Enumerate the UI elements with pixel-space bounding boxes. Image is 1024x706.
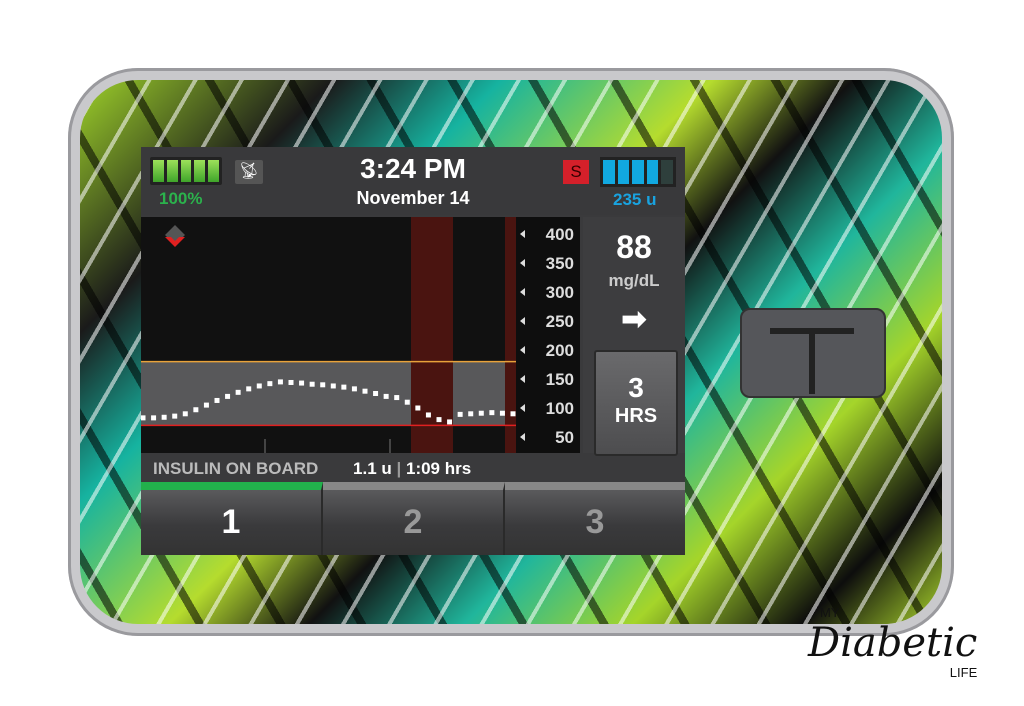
alert-band [411,217,453,453]
cgm-reading-dot [320,382,326,388]
cgm-panel: 88 mg/dL ➡︎ 3 HRS [583,217,685,456]
cgm-reading-dot [299,380,305,386]
logo-bottom: LIFE [949,665,978,680]
cgm-reading-dot [214,397,220,403]
arrow-right-icon: ➡︎ [621,303,647,336]
alert-band [505,217,516,453]
cgm-reading-dot [161,414,167,420]
cgm-reading-dot [330,383,336,389]
glucose-value: 88 [616,229,652,265]
y-tick-label: 300 [546,283,574,302]
status-bar: 100% 📡︎ 3:24 PM November 14 S 235 u [141,147,685,215]
target-range-band [141,361,516,426]
cgm-reading-dot [373,391,379,396]
y-axis-bg [516,217,580,453]
cgm-reading-dot [499,410,505,416]
cgm-reading-dot [256,383,262,389]
range-unit: HRS [614,405,658,427]
brand-logo: MY Diabetic LIFE [808,606,977,680]
tab-2[interactable]: 2 [323,482,505,555]
cgm-reading-dot [246,386,252,392]
cgm-reading-dot [172,413,178,419]
iob-units: 1.1 u [353,459,392,478]
tab-1[interactable]: 1 [141,482,323,555]
cgm-reading-dot [288,379,294,385]
iob-label: INSULIN ON BOARD [153,459,319,478]
cgm-reading-dot [362,388,368,394]
cgm-sensor-badge: S [563,160,589,184]
y-tick-marker [520,433,525,441]
cgm-reading-dot [225,393,231,399]
cgm-chart[interactable]: 400 350 300 250 200 150 100 50 [141,217,580,453]
insulin-units: 235 u [613,190,657,209]
cgm-reading-dot [436,417,442,423]
y-tick-label: 100 [546,399,574,418]
battery-icon [150,157,222,185]
cgm-reading-dot [235,389,241,395]
glucose-unit: mg/dL [608,271,660,290]
y-tick-label: 150 [546,370,574,389]
y-tick-marker [520,317,525,325]
graph-range-button[interactable]: 3 HRS [594,350,678,456]
date: November 14 [356,188,470,208]
y-tick-label: 400 [546,225,574,244]
cgm-reading-dot [425,412,431,418]
cgm-reading-dot [182,411,188,417]
y-tick-label: 50 [555,428,574,447]
cgm-reading-dot [141,415,146,421]
time: 3:24 PM [360,153,466,184]
y-tick-label: 250 [546,312,574,331]
iob-time: 1:09 hrs [405,459,472,478]
quick-tabs: 1 2 3 [141,482,685,555]
cgm-logo-icon [165,237,185,247]
cgm-reading-dot [510,411,516,417]
y-tick-label: 350 [546,254,574,273]
cgm-reading-dot [267,381,273,387]
insulin-reservoir-icon [600,157,676,187]
cgm-reading-dot [457,411,463,417]
cgm-reading-dot [203,402,209,408]
logo-top: MY [820,605,840,620]
cgm-reading-dot [151,415,157,421]
logo-main: Diabetic [808,620,978,666]
y-tick-marker [520,288,525,296]
cgm-reading-dot [404,399,410,405]
y-tick-marker [520,346,525,354]
antenna-icon: 📡︎ [235,160,263,184]
cgm-reading-dot [489,410,495,416]
cgm-reading-dot [193,407,199,413]
cgm-reading-dot [341,384,347,390]
y-tick-marker [520,259,525,267]
range-value: 3 [628,372,644,403]
pump-screen: 100% 📡︎ 3:24 PM November 14 S 235 u 400 3… [141,147,685,555]
y-tick-label: 200 [546,341,574,360]
t-button[interactable] [740,308,886,398]
cgm-reading-dot [415,405,421,411]
cgm-reading-dot [383,393,389,399]
y-tick-marker [520,404,525,412]
iob-separator: | [396,459,406,478]
cgm-reading-dot [351,386,357,392]
cgm-reading-dot [478,410,484,416]
y-tick-marker [520,230,525,238]
tab-3[interactable]: 3 [505,482,685,555]
y-tick-marker [520,375,525,383]
insulin-on-board: INSULIN ON BOARD 1.1 u | 1:09 hrs [141,455,685,482]
cgm-reading-dot [468,411,474,417]
cgm-reading-dot [309,381,315,387]
cgm-reading-dot [394,395,400,401]
battery-percent: 100% [159,189,203,208]
cgm-reading-dot [277,379,283,385]
cgm-reading-dot [447,419,453,425]
